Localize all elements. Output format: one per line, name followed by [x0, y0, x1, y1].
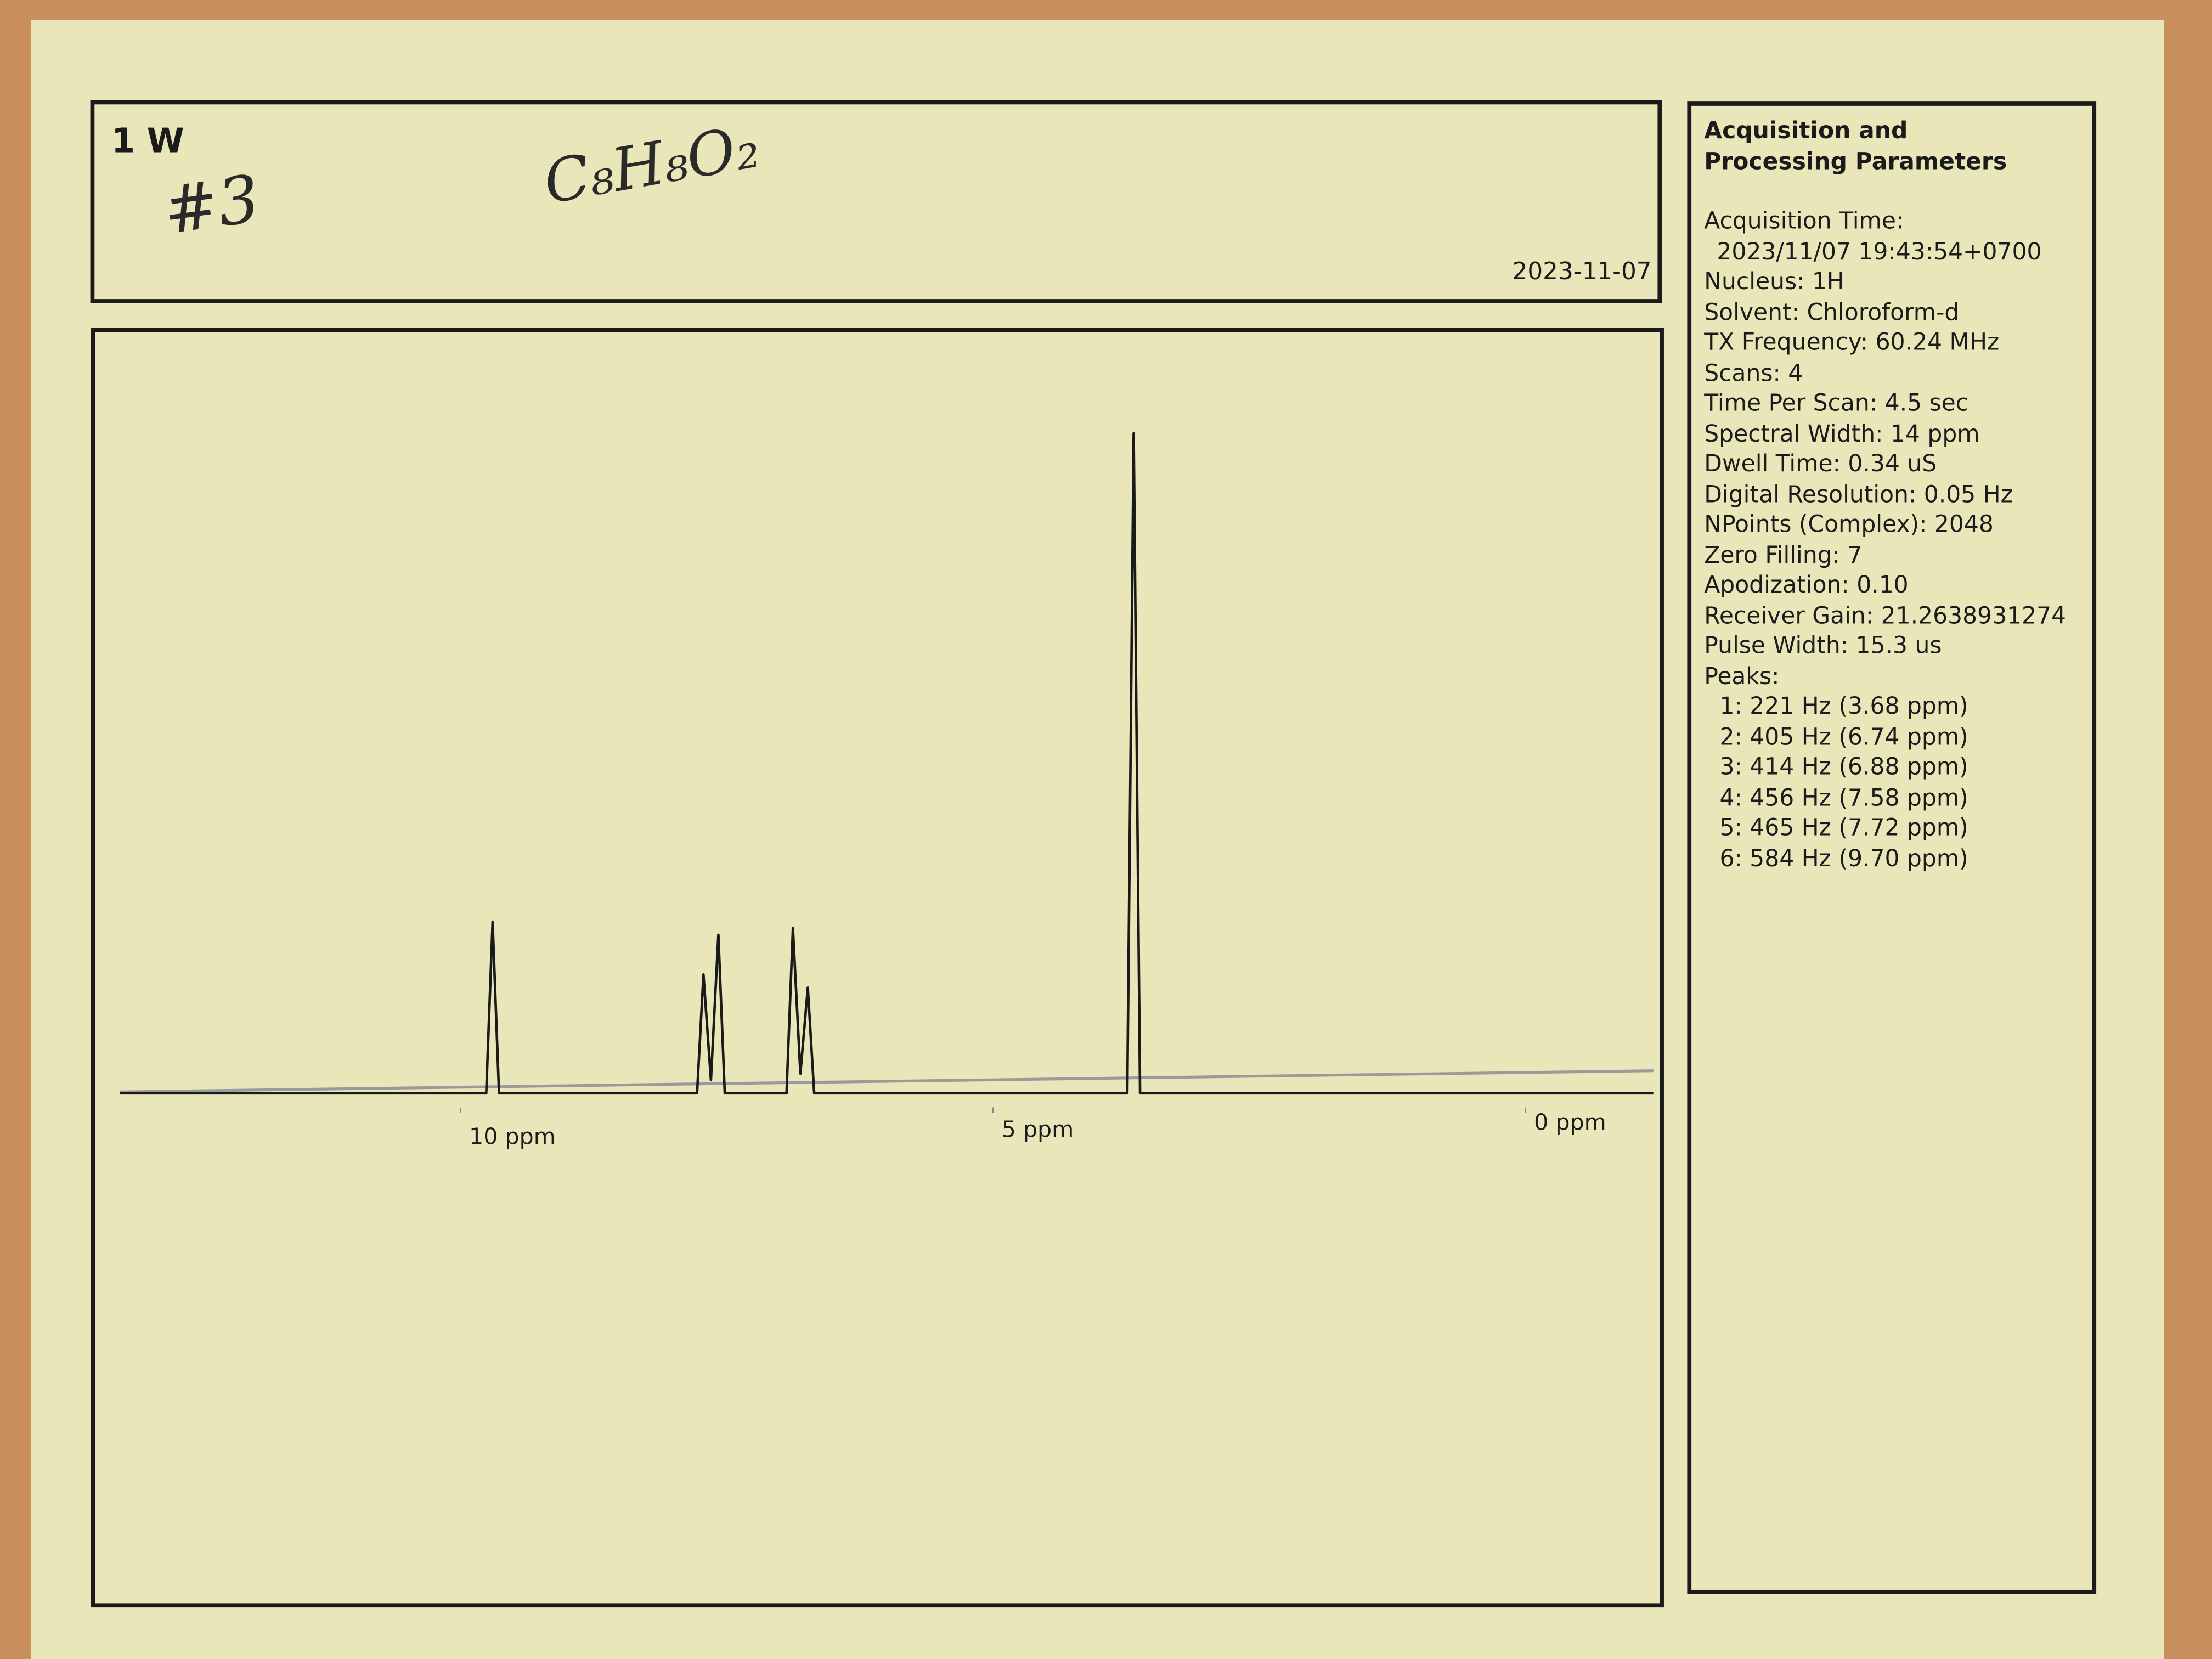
- parameter-line: Acquisition Time:: [1704, 207, 1904, 234]
- parameter-line: Apodization: 0.10: [1704, 571, 1909, 599]
- parameter-line: Digital Resolution: 0.05 Hz: [1704, 480, 2013, 507]
- parameters-box: [1687, 101, 2097, 1594]
- plot-frame: [91, 328, 1664, 1608]
- parameter-line: Peaks:: [1704, 662, 1780, 690]
- paper: [31, 19, 2164, 1659]
- reference-line: [120, 1069, 1654, 1093]
- x-tick-label: 10 ppm: [469, 1123, 556, 1149]
- x-tick-label: 0 ppm: [1534, 1109, 1606, 1136]
- peak-entry: 2: 405 Hz (6.74 ppm): [1719, 723, 1968, 750]
- x-tick-label: 5 ppm: [1002, 1116, 1074, 1143]
- peak-entry: 5: 465 Hz (7.72 ppm): [1719, 814, 1968, 841]
- parameter-line: Receiver Gain: 21.2638931274: [1704, 601, 2067, 629]
- parameter-line: Spectral Width: 14 ppm: [1704, 419, 1980, 447]
- date: 2023-11-07: [1512, 258, 1652, 286]
- parameter-line: NPoints (Complex): 2048: [1704, 510, 1994, 538]
- parameter-line: 2023/11/07 19:43:54+0700: [1717, 238, 2042, 265]
- peak-entry: 3: 414 Hz (6.88 ppm): [1719, 753, 1968, 780]
- peak-entry: 4: 456 Hz (7.58 ppm): [1719, 783, 1968, 811]
- parameter-line: Pulse Width: 15.3 us: [1704, 631, 1942, 659]
- parameter-line: Dwell Time: 0.34 uS: [1704, 450, 1937, 477]
- parameters: Acquisition and Processing Parameters Ac…: [1704, 116, 2085, 873]
- parameter-line: Nucleus: 1H: [1704, 268, 1844, 295]
- peak-entry: 6: 584 Hz (9.70 ppm): [1719, 844, 1968, 871]
- header-box: [90, 100, 1662, 303]
- spectrum-trace: [120, 432, 1654, 1095]
- header-label: 1 W: [111, 121, 184, 161]
- parameter-line: Solvent: Chloroform-d: [1704, 298, 1960, 325]
- parameter-line: Zero Filling: 7: [1704, 541, 1863, 568]
- peak-entry: 1: 221 Hz (3.68 ppm): [1719, 692, 1968, 720]
- parameter-line: Scans: 4: [1704, 359, 1803, 386]
- parameter-line: Time Per Scan: 4.5 sec: [1704, 389, 1969, 416]
- parameters-title: Acquisition and Processing Parameters: [1704, 117, 2007, 175]
- parameter-line: TX Frequency: 60.24 MHz: [1704, 329, 2000, 356]
